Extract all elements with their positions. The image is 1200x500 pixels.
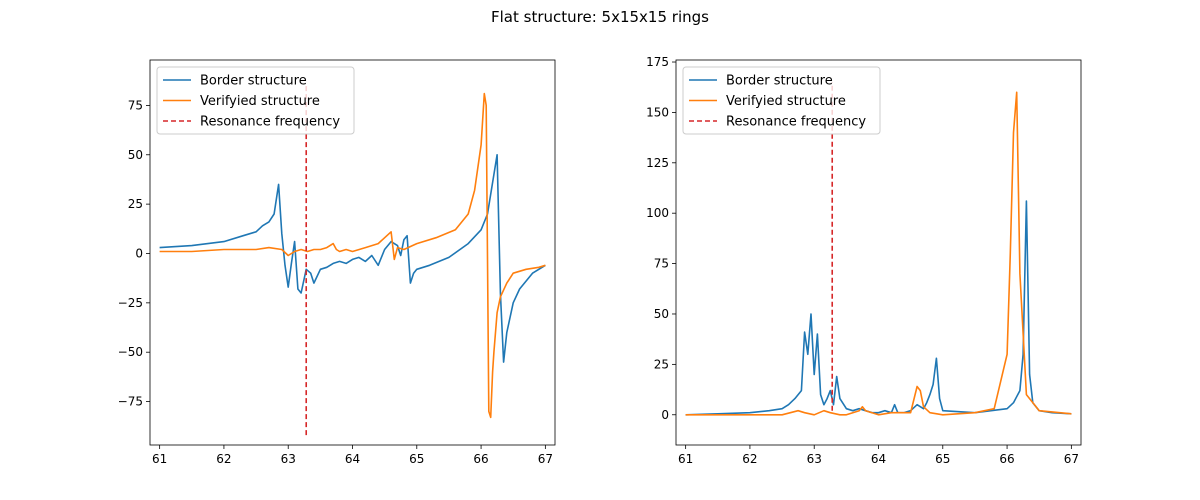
y-tick-label: 50 <box>654 307 669 321</box>
y-tick-label: 0 <box>135 246 143 260</box>
series-line-border <box>159 154 546 363</box>
x-tick-label: 63 <box>281 452 296 466</box>
y-tick-label: 125 <box>646 156 669 170</box>
y-tick-label: 25 <box>128 197 143 211</box>
chart-panel-2: 61 62 63 64 65 66 67 0 25 50 75 100 125 150 175 Border … <box>646 55 1082 466</box>
x-tick-label: 65 <box>409 452 424 466</box>
x-tick-label: 64 <box>345 452 360 466</box>
y-tick-label: −75 <box>118 395 143 409</box>
figure-title: Flat structure: 5x15x15 rings <box>491 8 709 26</box>
x-tick-label: 62 <box>216 452 231 466</box>
y-tick-label: 150 <box>646 105 669 119</box>
legend-item-verified-label: Verifyied structure <box>200 94 320 109</box>
series-line-verified <box>685 91 1072 416</box>
x-tick-label: 62 <box>742 452 757 466</box>
y-tick-label: 75 <box>654 257 669 271</box>
legend-box <box>156 66 355 135</box>
x-tick-label: 61 <box>678 452 693 466</box>
legend-item-verified-label: Verifyied structure <box>726 94 846 109</box>
legend: Border structure Verifyied structure Reson… <box>682 66 881 135</box>
series-line-verified <box>159 92 546 419</box>
x-tick-label: 66 <box>999 452 1014 466</box>
y-tick-label: 100 <box>646 206 669 220</box>
x-tick-label: 61 <box>152 452 167 466</box>
y-tick-label: 0 <box>661 408 669 422</box>
series-line-border <box>685 200 1072 416</box>
y-tick-label: 50 <box>128 148 143 162</box>
x-tick-label: 67 <box>1064 452 1079 466</box>
y-tick-label: 25 <box>654 357 669 371</box>
x-tick-label: 67 <box>538 452 553 466</box>
legend: Border structure Verifyied structure Reson… <box>156 66 355 135</box>
chart-panel-1: 61 62 63 64 65 66 67 −75 −50 −25 0 25 50 75 Border str… <box>118 59 556 466</box>
legend-item-border-label: Border structure <box>726 74 833 89</box>
y-tick-label: −25 <box>118 296 143 310</box>
legend-item-resonance-label: Resonance frequency <box>726 115 866 130</box>
x-tick-label: 63 <box>807 452 822 466</box>
y-tick-label: 175 <box>646 55 669 69</box>
y-tick-label: 75 <box>128 98 143 112</box>
legend-item-border-label: Border structure <box>200 74 307 89</box>
legend-box <box>682 66 881 135</box>
y-tick-label: −50 <box>118 345 143 359</box>
x-tick-label: 64 <box>871 452 886 466</box>
legend-item-resonance-label: Resonance frequency <box>200 115 340 130</box>
x-tick-label: 66 <box>473 452 488 466</box>
x-tick-label: 65 <box>935 452 950 466</box>
